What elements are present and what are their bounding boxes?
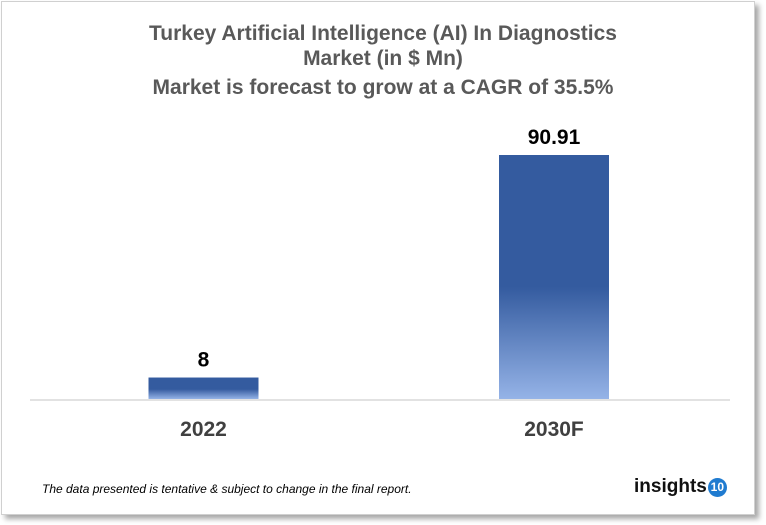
- chart-subtitle: Market is forecast to grow at a CAGR of …: [152, 76, 614, 99]
- data-label: 8: [198, 349, 210, 372]
- x-tick-label: 2022: [180, 418, 227, 441]
- footnote: The data presented is tentative & subjec…: [42, 482, 412, 496]
- x-tick-label: 2030F: [524, 418, 584, 441]
- chart-frame: [1, 1, 755, 515]
- bar-2030F: [499, 155, 609, 399]
- insights10-logo: insights 10: [634, 476, 727, 498]
- chart-title-line2: Market (in $ Mn): [303, 47, 463, 70]
- logo-text: insights: [634, 476, 707, 497]
- chart-title-line1: Turkey Artificial Intelligence (AI) In D…: [149, 22, 617, 45]
- bar-2022: [148, 377, 259, 399]
- data-label: 90.91: [528, 126, 581, 149]
- logo-badge: 10: [707, 477, 727, 497]
